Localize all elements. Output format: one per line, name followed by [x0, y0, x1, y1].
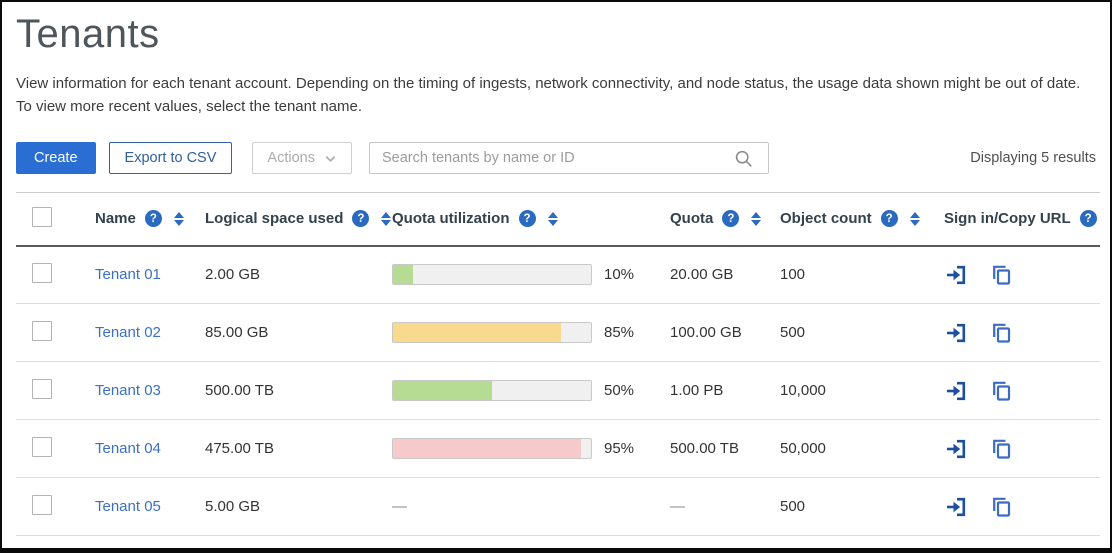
quota-value: 100.00 GB: [670, 324, 742, 341]
search-icon[interactable]: [734, 149, 753, 173]
quota-value: 1.00 PB: [670, 382, 724, 399]
help-icon[interactable]: ?: [518, 210, 536, 228]
tenant-name-link[interactable]: Tenant 03: [95, 382, 161, 399]
copy-url-icon[interactable]: [989, 321, 1013, 345]
copy-url-icon[interactable]: [989, 495, 1013, 519]
logical-space-value: 2.00 GB: [205, 266, 261, 284]
quota-value: 20.00 GB: [670, 266, 734, 284]
row-checkbox[interactable]: [32, 494, 52, 515]
quota-value: —: [670, 498, 685, 515]
column-header-quota-utilization[interactable]: Quota utilization: [392, 210, 510, 228]
help-icon[interactable]: ?: [144, 210, 162, 228]
sort-icon[interactable]: [173, 211, 184, 226]
results-count: Displaying 5 results: [970, 150, 1096, 166]
row-checkbox[interactable]: [32, 378, 52, 399]
quota-utilization-bar: [392, 380, 592, 401]
search-input[interactable]: [368, 142, 769, 174]
page-description: View information for each tenant account…: [16, 73, 1096, 118]
help-icon[interactable]: ?: [880, 210, 898, 228]
quota-utilization-percent: 50%: [604, 382, 635, 399]
sort-icon[interactable]: [547, 211, 558, 226]
tenant-name-link[interactable]: Tenant 02: [95, 324, 161, 341]
column-header-name[interactable]: Name: [95, 210, 136, 228]
column-header-quota[interactable]: Quota: [670, 210, 714, 228]
quota-utilization-percent: 85%: [604, 324, 635, 341]
logical-space-value: 85.00 GB: [205, 324, 269, 341]
copy-url-icon[interactable]: [989, 437, 1013, 461]
sort-icon[interactable]: [751, 211, 762, 226]
tenant-table-body: Tenant 01 2.00 GB 10% 20.00 GB 100: [16, 246, 1100, 536]
copy-url-icon[interactable]: [989, 379, 1013, 403]
copy-url-icon[interactable]: [989, 263, 1013, 287]
quota-utilization-bar: [392, 264, 592, 286]
quota-value: 500.00 TB: [670, 440, 739, 457]
help-icon[interactable]: ?: [722, 210, 740, 228]
sign-in-icon[interactable]: [944, 321, 968, 345]
help-icon[interactable]: ?: [1079, 210, 1097, 228]
row-checkbox[interactable]: [32, 262, 52, 283]
quota-utilization-bar: [392, 322, 592, 343]
export-to-csv-button[interactable]: Export to CSV: [108, 142, 233, 174]
chevron-down-icon: [324, 152, 337, 165]
object-count-value: 500: [780, 498, 806, 515]
sign-in-icon[interactable]: [944, 437, 968, 461]
sort-icon[interactable]: [909, 211, 920, 226]
page-description-line2: To view more recent values, select the t…: [16, 97, 363, 115]
sign-in-icon[interactable]: [944, 379, 968, 403]
actions-label: Actions: [267, 150, 315, 166]
logical-space-value: 500.00 TB: [205, 382, 274, 399]
object-count-value: 50,000: [780, 440, 826, 457]
create-button[interactable]: Create: [16, 142, 96, 174]
table-row: Tenant 03 500.00 TB 50% 1.00 PB 10,000: [16, 362, 1100, 420]
row-checkbox[interactable]: [32, 320, 52, 341]
table-row: Tenant 02 85.00 GB 85% 100.00 GB 500: [16, 304, 1100, 362]
quota-utilization-percent: —: [392, 498, 407, 515]
table-row: Tenant 05 5.00 GB — — 500: [16, 478, 1100, 536]
select-all-checkbox[interactable]: [32, 206, 52, 227]
quota-utilization-bar: [392, 438, 592, 459]
object-count-value: 10,000: [780, 382, 826, 399]
search-container: [368, 142, 769, 174]
sort-icon[interactable]: [381, 211, 392, 226]
logical-space-value: 475.00 TB: [205, 440, 274, 457]
tenants-table: Name ? Logical space used ? Quota utiliz…: [16, 192, 1100, 536]
column-header-object-count[interactable]: Object count: [780, 210, 872, 228]
sign-in-icon[interactable]: [944, 263, 968, 287]
column-header-logical-space[interactable]: Logical space used: [205, 210, 344, 228]
help-icon[interactable]: ?: [352, 210, 370, 228]
object-count-value: 500: [780, 324, 806, 341]
sign-in-icon[interactable]: [944, 495, 968, 519]
tenant-name-link[interactable]: Tenant 01: [95, 266, 161, 284]
tenant-name-link[interactable]: Tenant 04: [95, 440, 161, 457]
logical-space-value: 5.00 GB: [205, 498, 261, 515]
row-checkbox[interactable]: [32, 436, 52, 457]
page-description-line1: View information for each tenant account…: [16, 75, 1081, 92]
table-header-row: Name ? Logical space used ? Quota utiliz…: [16, 192, 1100, 246]
page-title: Tenants: [16, 12, 160, 56]
tenant-name-link[interactable]: Tenant 05: [95, 498, 161, 515]
object-count-value: 100: [780, 266, 806, 284]
quota-utilization-percent: 10%: [604, 266, 635, 284]
quota-utilization-percent: 95%: [604, 440, 635, 457]
table-row: Tenant 01 2.00 GB 10% 20.00 GB 100: [16, 246, 1100, 304]
toolbar: Create Export to CSV Actions Displaying …: [16, 142, 1096, 174]
table-row: Tenant 04 475.00 TB 95% 500.00 TB 50,000: [16, 420, 1100, 478]
column-header-signin-copy-url: Sign in/Copy URL: [944, 210, 1071, 228]
actions-dropdown-button[interactable]: Actions: [252, 142, 352, 174]
